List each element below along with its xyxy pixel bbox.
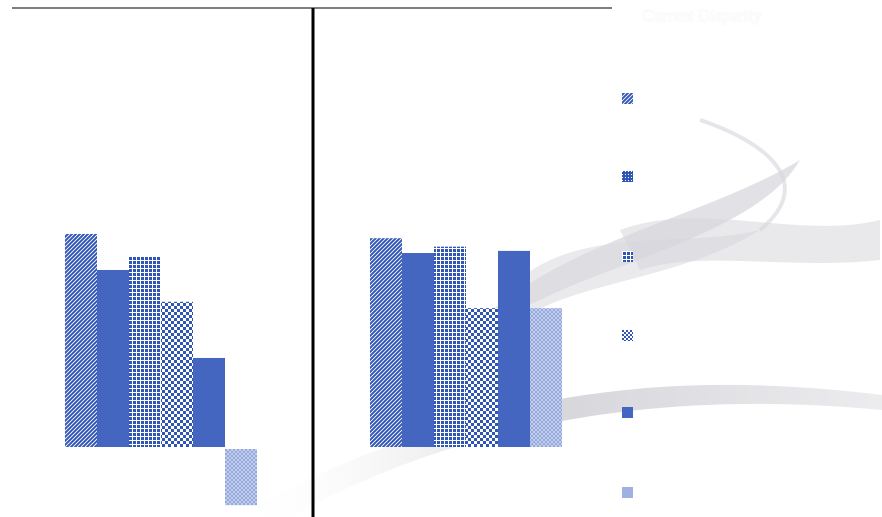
- legend-swatch-solid: [622, 407, 633, 418]
- bar-b-3: [129, 256, 161, 447]
- bar-b-2: [97, 269, 129, 447]
- legend-swatch-checker: [622, 328, 633, 341]
- legend: Current Disparity: [608, 0, 882, 517]
- bar-h-6: [530, 308, 562, 447]
- legend-swatch-dots: [622, 169, 633, 182]
- bar-h-1: [370, 238, 402, 447]
- bar-b-6: [225, 449, 257, 506]
- legend-swatch-light: [622, 487, 633, 498]
- bar-b-5: [193, 357, 225, 447]
- bar-b-4: [161, 301, 193, 447]
- bar-b-1: [65, 233, 97, 447]
- legend-swatch-grid: [622, 249, 633, 262]
- bar-h-4: [466, 308, 498, 447]
- legend-swatch: [622, 11, 633, 22]
- bar-h-3: [434, 246, 466, 447]
- legend-swatch-diagonal: [622, 91, 633, 104]
- bar-h-2: [402, 253, 434, 447]
- legend-label: Current Disparity: [642, 6, 762, 25]
- bar-h-5: [498, 250, 530, 447]
